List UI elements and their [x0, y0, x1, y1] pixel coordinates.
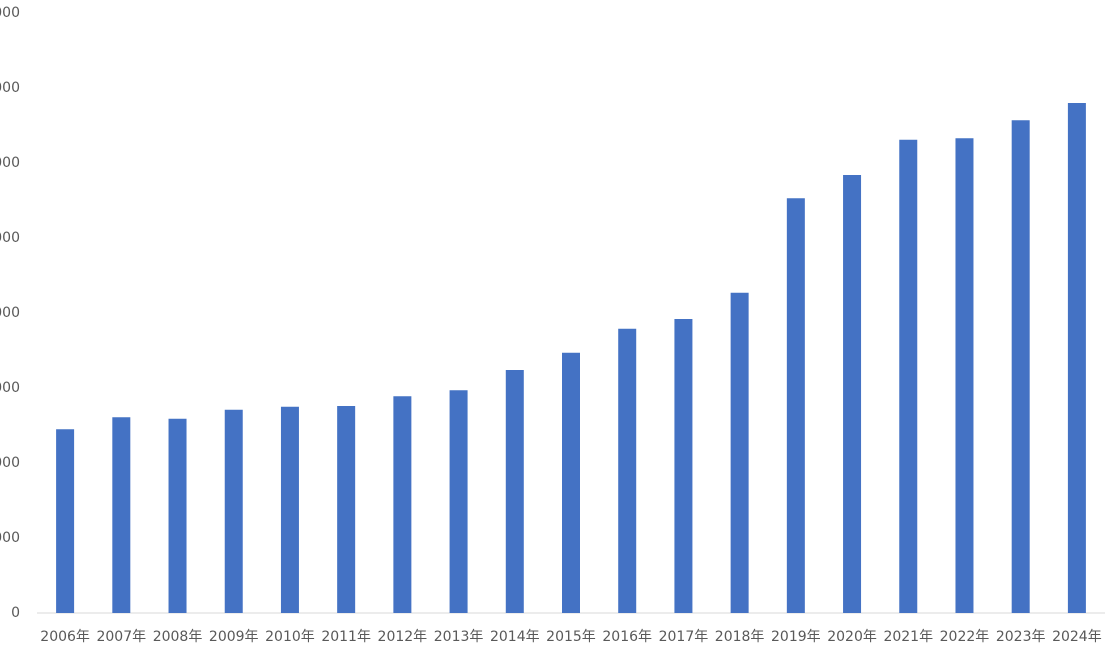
bar [393, 396, 412, 613]
bar [224, 409, 243, 613]
bar [168, 418, 187, 613]
x-tick-label: 2022年 [940, 629, 990, 645]
bar [562, 352, 580, 613]
y-tick-label: 6000 [0, 155, 20, 171]
y-tick-label: 1000 [0, 530, 20, 546]
bar [618, 328, 637, 613]
y-tick-label: 5000 [0, 230, 20, 246]
bar [1067, 103, 1086, 613]
bar [786, 198, 805, 613]
bar [843, 175, 862, 613]
bar [449, 390, 468, 613]
bar [899, 139, 918, 613]
bar [955, 138, 974, 613]
bar [1011, 120, 1030, 613]
bar [505, 370, 524, 613]
x-tick-label: 2014年 [490, 629, 540, 645]
x-tick-label: 2008年 [153, 629, 203, 645]
y-tick-label: 0 [11, 605, 20, 621]
y-tick-label: 7000 [0, 80, 20, 96]
x-tick-label: 2021年 [883, 629, 933, 645]
x-tick-label: 2011年 [321, 629, 371, 645]
x-tick-label: 2024年 [1052, 629, 1102, 645]
x-tick-label: 2018年 [715, 629, 765, 645]
y-tick-label: 3000 [0, 380, 20, 396]
x-tick-label: 2009年 [209, 629, 259, 645]
bar [112, 417, 131, 613]
x-tick-label: 2016年 [602, 629, 652, 645]
x-tick-label: 2007年 [96, 629, 146, 645]
bar [337, 406, 356, 613]
bar [730, 292, 749, 613]
x-tick-label: 2010年 [265, 629, 315, 645]
x-tick-label: 2020年 [827, 629, 877, 645]
x-tick-label: 2015年 [546, 629, 596, 645]
y-tick-label: 4000 [0, 305, 20, 321]
y-tick-label: 8000 [0, 5, 20, 21]
bar [280, 406, 299, 613]
bar [674, 319, 693, 613]
x-tick-label: 2017年 [659, 629, 709, 645]
x-tick-label: 2006年 [40, 629, 90, 645]
y-tick-label: 2000 [0, 455, 20, 471]
bar [56, 429, 75, 613]
x-tick-label: 2023年 [996, 629, 1046, 645]
x-tick-label: 2019年 [771, 629, 821, 645]
x-tick-label: 2012年 [378, 629, 428, 645]
x-tick-label: 2013年 [434, 629, 484, 645]
